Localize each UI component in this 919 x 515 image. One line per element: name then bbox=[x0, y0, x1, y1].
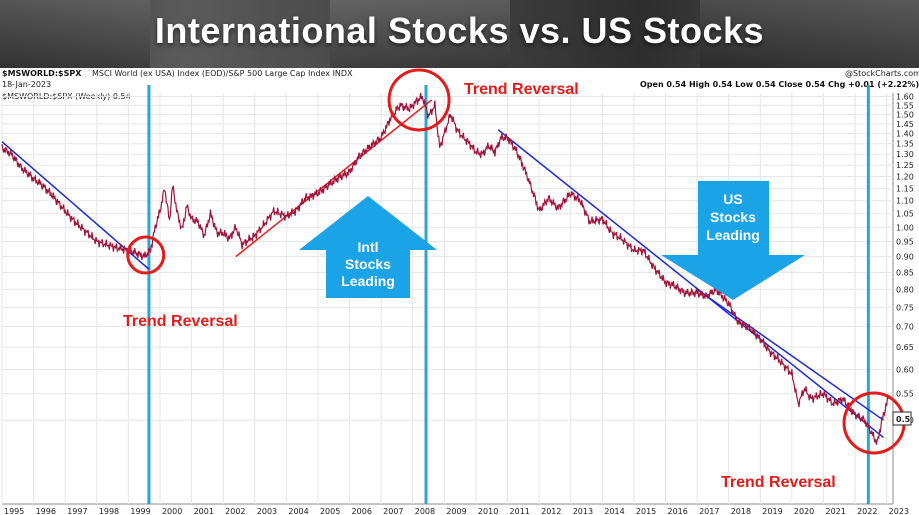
x-tick-label: 2014 bbox=[604, 507, 624, 515]
x-tick-label: 2009 bbox=[446, 507, 466, 515]
x-tick-label: 2012 bbox=[541, 507, 561, 515]
y-tick-label: 0.75 bbox=[896, 303, 914, 312]
y-tick-label: 0.55 bbox=[896, 390, 914, 399]
x-tick-label: 2016 bbox=[668, 507, 688, 515]
up-arrow-icon bbox=[299, 196, 437, 298]
x-tick-label: 1998 bbox=[99, 507, 119, 515]
banner-photo-right bbox=[700, 0, 919, 68]
x-tick-label: 2015 bbox=[636, 507, 656, 515]
y-tick-label: 0.60 bbox=[896, 365, 914, 374]
arrow-us-line3: Leading bbox=[706, 227, 760, 243]
y-tick-label: 1.25 bbox=[896, 161, 914, 170]
chart-description: MSCI World (ex USA) Index (EOD)/S&P 500 … bbox=[92, 69, 353, 78]
reversal-circle bbox=[126, 235, 166, 275]
x-tick-label: 1995 bbox=[4, 507, 24, 515]
x-tick-label: 1997 bbox=[67, 507, 87, 515]
x-tick-label: 2004 bbox=[288, 507, 308, 515]
title-banner: International Stocks vs. US Stocks bbox=[0, 0, 919, 68]
x-tick-label: 2020 bbox=[794, 507, 814, 515]
last-value-badge bbox=[892, 411, 912, 426]
last-value-text: 0.5 bbox=[896, 415, 911, 424]
trend-line-2010-a bbox=[497, 129, 884, 439]
y-tick-label: 1.10 bbox=[896, 197, 914, 206]
x-tick-label: 1996 bbox=[36, 507, 56, 515]
y-tick-label: 1.20 bbox=[896, 173, 914, 182]
regime-lines bbox=[147, 85, 870, 504]
us-leading-arrow: US Stocks Leading bbox=[661, 181, 805, 300]
x-tick-label: 2018 bbox=[731, 507, 751, 515]
x-tick-label: 2003 bbox=[257, 507, 277, 515]
chart-source: @StockCharts.com bbox=[845, 69, 919, 78]
y-tick-label: 1.50 bbox=[896, 110, 914, 119]
y-tick-label: 0.65 bbox=[896, 343, 914, 352]
x-tick-label: 2022 bbox=[857, 507, 877, 515]
x-tick-label: 2013 bbox=[573, 507, 593, 515]
reversal-circles bbox=[126, 68, 906, 455]
y-tick-label: 1.55 bbox=[896, 101, 914, 110]
series-line bbox=[1, 92, 889, 445]
page-title: International Stocks vs. US Stocks bbox=[154, 10, 765, 51]
arrow-us-line2: Stocks bbox=[710, 209, 756, 225]
y-tick-label: 1.45 bbox=[896, 120, 914, 129]
x-tick-label: 2021 bbox=[825, 507, 845, 515]
y-tick-label: 0.85 bbox=[896, 269, 914, 278]
y-tick-label: 0.80 bbox=[896, 285, 914, 294]
x-tick-label: 2001 bbox=[194, 507, 214, 515]
chart-symbol: $MSWORLD:$SPX bbox=[2, 69, 82, 78]
x-tick-label: 2005 bbox=[320, 507, 340, 515]
x-axis: 1995 1996 1997 1998 1999 2000 2001 2002 2003 2004… bbox=[4, 507, 909, 515]
y-tick-label: 0.70 bbox=[896, 323, 914, 332]
y-tick-label: 1.40 bbox=[896, 130, 914, 139]
arrow-intl-line3: Leading bbox=[341, 273, 395, 289]
chart-date: 18-Jan-2023 bbox=[2, 80, 51, 89]
y-tick-label: 1.00 bbox=[896, 223, 914, 232]
trend-reversal-label-2023: Trend Reversal bbox=[721, 474, 836, 491]
x-tick-label: 2011 bbox=[510, 507, 530, 515]
y-tick-label: 1.05 bbox=[896, 210, 914, 219]
down-arrow-icon bbox=[661, 181, 805, 300]
chart-ohlc: Open 0.54 High 0.54 Low 0.54 Close 0.54 … bbox=[640, 80, 919, 89]
chart: $MSWORLD:$SPX MSCI World (ex USA) Index … bbox=[0, 68, 919, 515]
banner-photo-left bbox=[0, 0, 150, 68]
x-tick-label: 2002 bbox=[225, 507, 245, 515]
arrow-intl-line2: Stocks bbox=[345, 256, 391, 272]
x-tick-label: 2007 bbox=[383, 507, 403, 515]
trend-line-2010-b bbox=[696, 288, 884, 421]
y-tick-label: 1.35 bbox=[896, 140, 914, 149]
y-tick-label: 0.95 bbox=[896, 238, 914, 247]
y-tick-label: 1.15 bbox=[896, 184, 914, 193]
arrow-intl-line1: Intl bbox=[358, 239, 379, 255]
x-tick-label: 2023 bbox=[889, 507, 909, 515]
chart-background bbox=[0, 68, 919, 515]
x-tick-label: 1999 bbox=[130, 507, 150, 515]
y-tick-label: 0.90 bbox=[896, 253, 914, 262]
trend-reversal-label-1999: Trend Reversal bbox=[123, 313, 238, 330]
intl-leading-arrow: Intl Stocks Leading bbox=[299, 196, 437, 298]
reversal-circle bbox=[387, 68, 451, 132]
x-tick-label: 2006 bbox=[352, 507, 372, 515]
x-tick-label: 2008 bbox=[415, 507, 435, 515]
banner-photo-mid bbox=[330, 0, 510, 68]
arrow-us-line1: US bbox=[723, 191, 742, 207]
trend-reversal-label-2008: Trend Reversal bbox=[464, 81, 579, 98]
x-tick-label: 2010 bbox=[478, 507, 498, 515]
grid bbox=[1, 93, 894, 505]
x-tick-label: 2019 bbox=[762, 507, 782, 515]
x-tick-label: 2000 bbox=[162, 507, 182, 515]
y-tick-label: 1.60 bbox=[896, 92, 914, 101]
x-tick-label: 2017 bbox=[699, 507, 719, 515]
y-tick-label: 1.30 bbox=[896, 150, 914, 159]
